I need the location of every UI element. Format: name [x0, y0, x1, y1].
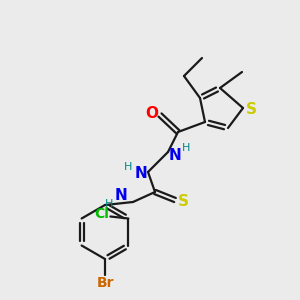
Text: H: H: [182, 143, 190, 153]
Text: S: S: [178, 194, 188, 209]
Text: N: N: [169, 148, 182, 164]
Text: O: O: [146, 106, 158, 121]
Text: S: S: [245, 103, 256, 118]
Text: N: N: [115, 188, 128, 203]
Text: H: H: [105, 199, 113, 209]
Text: N: N: [135, 167, 147, 182]
Text: H: H: [124, 162, 132, 172]
Text: Br: Br: [96, 276, 114, 290]
Text: Cl: Cl: [94, 208, 109, 221]
